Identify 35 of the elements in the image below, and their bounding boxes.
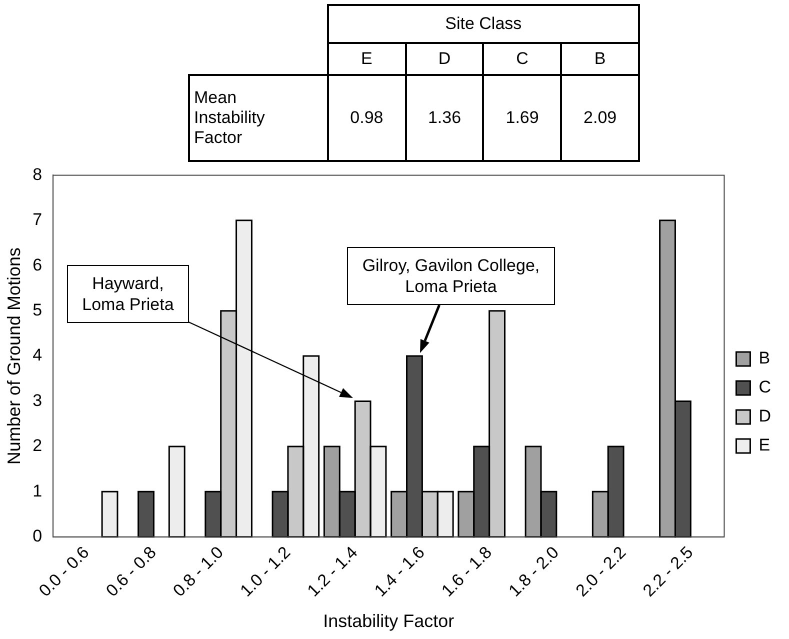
y-axis-title: Number of Ground Motions — [4, 247, 24, 465]
x-axis-title: Instability Factor — [323, 611, 454, 632]
y-tick-label: 6 — [32, 255, 42, 274]
legend-label: C — [758, 378, 772, 397]
x-tick-label: 0.6 - 0.8 — [102, 542, 160, 600]
data-label: 1.69 — [483, 75, 562, 161]
legend-label: B — [758, 348, 770, 368]
data-label: 0.98 — [328, 75, 406, 161]
text: Mean Instability Factor — [194, 88, 266, 148]
y-tick-label: 7 — [32, 210, 42, 230]
y-tick-label: 1 — [32, 481, 42, 500]
data-label: 2.09 — [561, 75, 639, 161]
x-tick-label: 1.0 - 1.2 — [236, 542, 294, 600]
x-tick-label: 2.2 - 2.5 — [639, 542, 697, 600]
y-tick-label: 5 — [32, 300, 42, 320]
x-tick-label: 2.0 - 2.2 — [572, 542, 630, 600]
data-label: 1.36 — [406, 75, 484, 161]
x-tick-label: 0.8 - 1.0 — [169, 542, 227, 600]
category-label: B — [561, 43, 639, 75]
legend-label: E — [758, 436, 770, 455]
y-tick-label: 2 — [32, 436, 42, 456]
x-tick-label: 1.8 - 2.0 — [505, 542, 563, 600]
category-label: D — [406, 43, 484, 75]
annotation: Gilroy, Gavilon College, Loma Prieta — [362, 255, 540, 297]
annotation: Hayward, Loma Prieta — [82, 273, 174, 315]
legend-label: D — [758, 406, 772, 426]
x-tick-label: 1.6 - 1.8 — [438, 542, 496, 600]
y-tick-label: 8 — [32, 164, 42, 184]
category-label: E — [328, 43, 406, 75]
x-tick-label: 1.2 - 1.4 — [304, 542, 362, 600]
x-tick-label: 1.4 - 1.6 — [370, 542, 428, 600]
text: Site Class — [328, 5, 639, 43]
y-tick-label: 4 — [32, 346, 42, 365]
category-label: C — [483, 43, 562, 75]
y-tick-label: 3 — [32, 390, 42, 410]
